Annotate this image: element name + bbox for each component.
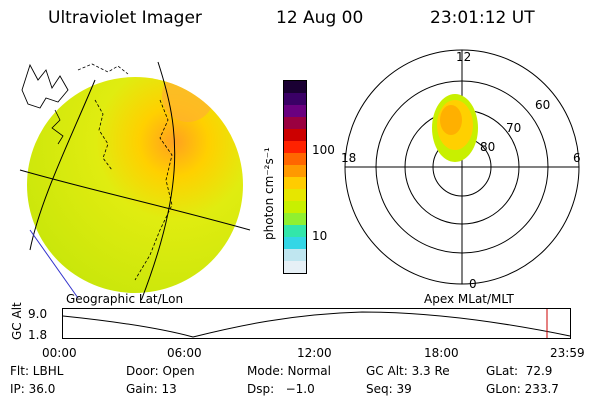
coastline-dashed-2 (134, 99, 173, 281)
time-tick-0000: 00:00 (42, 346, 77, 360)
glat-info: GLat: 72.9 (486, 364, 553, 378)
mlt-label-6: 6 (573, 151, 581, 165)
polar-label: Apex MLat/MLT (424, 292, 514, 306)
colorbar-tick-10: 10 (312, 229, 328, 243)
colorbar-swatch (284, 81, 306, 93)
gain-info: Gain: 13 (126, 382, 177, 396)
date-label: 12 Aug 00 (276, 8, 364, 28)
ip-info: IP: 36.0 (10, 382, 56, 396)
colorbar-swatch (284, 93, 306, 105)
coastline-dashed (94, 99, 113, 171)
altitude-frame (62, 308, 571, 339)
time-tick-1200: 12:00 (297, 346, 332, 360)
colorbar-swatch (284, 249, 306, 261)
colorbar (283, 80, 307, 274)
mlt-label-18: 18 (341, 151, 356, 165)
colorbar-swatch (284, 165, 306, 177)
parallel-line (19, 169, 251, 231)
colorbar-swatch (284, 261, 306, 273)
time-label: 23:01:12 UT (430, 8, 535, 28)
door-info: Door: Open (126, 364, 195, 378)
coastline-fragment (51, 109, 64, 145)
colorbar-swatch (284, 189, 306, 201)
time-tick-2359: 23:59 (550, 346, 585, 360)
mode-info: Mode: Normal (247, 364, 331, 378)
lat-label-60: 60 (535, 98, 550, 112)
colorbar-tick-100: 100 (312, 143, 335, 157)
dsp-info: Dsp: −1.0 (247, 382, 315, 396)
colorbar-swatch (284, 129, 306, 141)
time-tick-0600: 06:00 (167, 346, 202, 360)
mlt-label-12: 12 (456, 50, 471, 64)
lat-label-70: 70 (506, 121, 521, 135)
seq-info: Seq: 39 (366, 382, 412, 396)
instrument-title: Ultraviolet Imager (48, 8, 202, 28)
filter-info: Flt: LBHL (10, 364, 64, 378)
colorbar-swatch (284, 105, 306, 117)
geographic-image (19, 61, 251, 300)
polar-plot: 12 18 6 0 60 70 80 (341, 49, 581, 291)
colorbar-swatch (284, 201, 306, 213)
colorbar-swatch (284, 117, 306, 129)
altitude-ytick-top: 9.0 (28, 307, 48, 321)
altitude-plot (62, 308, 571, 339)
colorbar-unit-label: photon cm⁻²s⁻¹ (262, 147, 276, 240)
meridian-line (140, 61, 176, 300)
colorbar-swatch (284, 225, 306, 237)
colorbar-swatch (284, 153, 306, 165)
coastline-outer (21, 63, 69, 109)
colorbar-swatch (284, 177, 306, 189)
blue-guide-line (29, 229, 79, 299)
colorbar-swatch (284, 213, 306, 225)
glon-info: GLon: 233.7 (486, 382, 559, 396)
colorbar-swatch (284, 141, 306, 153)
mlt-label-0: 0 (469, 277, 477, 291)
emission-disk (27, 77, 243, 293)
lat-label-80: 80 (480, 140, 495, 154)
colorbar-swatch (284, 237, 306, 249)
altitude-curve (62, 311, 571, 338)
altitude-ytick-bottom: 1.8 (28, 328, 48, 342)
bright-region (162, 77, 214, 122)
auroral-oval-peak (440, 105, 462, 135)
meridian-line-2 (29, 79, 96, 251)
geographic-label: Geographic Lat/Lon (66, 292, 184, 306)
time-tick-1800: 18:00 (424, 346, 459, 360)
coastline-outer-dashed (77, 63, 129, 75)
gc-alt-info: GC Alt: 3.3 Re (366, 364, 450, 378)
altitude-ylabel: GC Alt (10, 302, 24, 340)
